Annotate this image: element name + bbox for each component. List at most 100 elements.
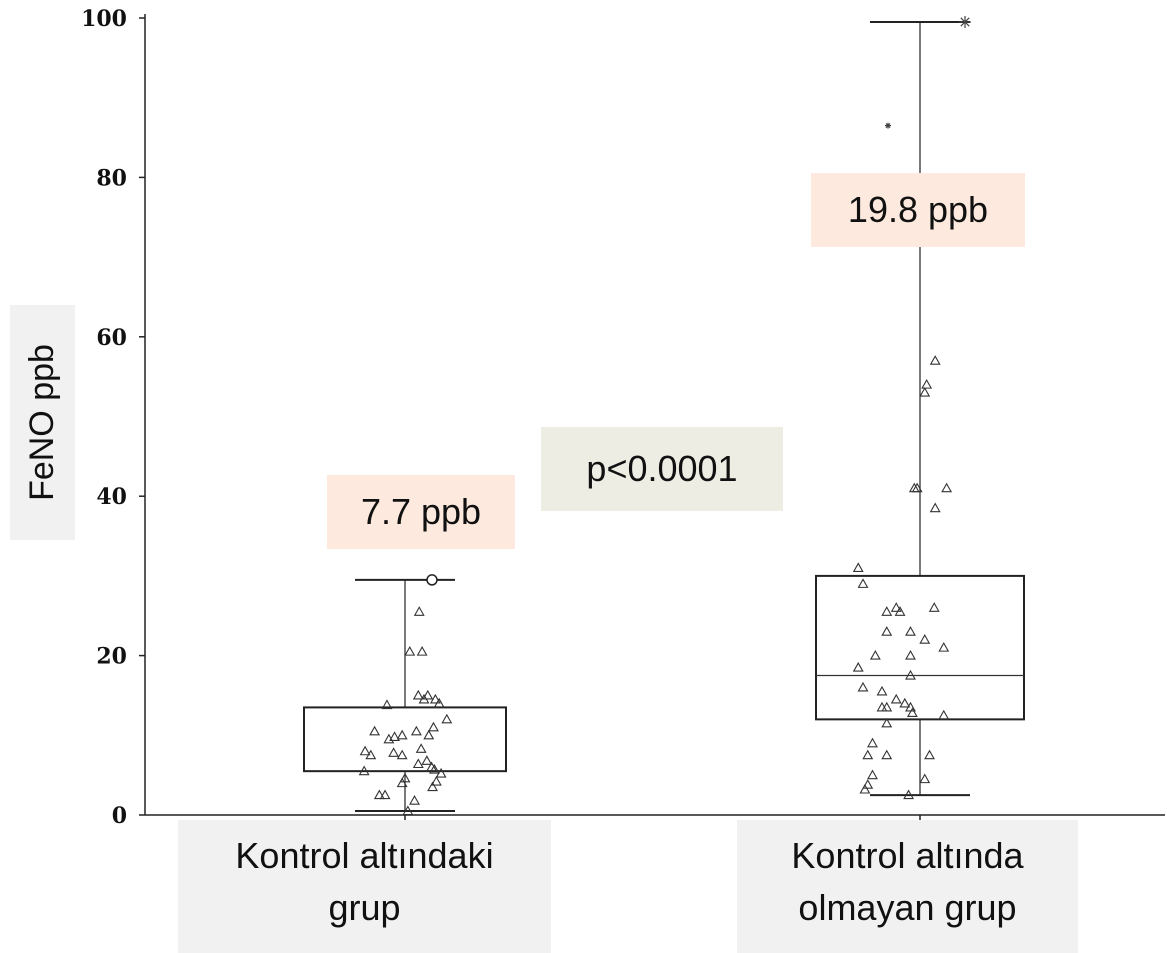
data-point-triangle (857, 578, 869, 588)
data-point-triangle (857, 681, 869, 692)
axes: 0 20 40 60 80 100 (81, 6, 1165, 829)
data-point-triangle (422, 689, 434, 700)
data-point-triangle (869, 649, 881, 660)
data-point-triangle (399, 772, 411, 783)
data-point-triangle (429, 763, 440, 774)
data-point-triangle (396, 777, 408, 788)
data-point-triangle (428, 721, 439, 732)
data-point-triangle (412, 758, 424, 769)
data-point-triangle (911, 482, 923, 493)
category-label-controlled: Kontrol altındaki grup (178, 820, 551, 953)
data-point-triangle (890, 602, 902, 612)
outlier-star (885, 122, 891, 129)
data-point-triangle (938, 709, 950, 720)
data-point-triangle (905, 649, 916, 660)
data-point-triangle (862, 779, 874, 789)
y-axis-label: FeNO ppb (10, 305, 75, 540)
data-point-triangle (852, 661, 864, 672)
data-point-triangle (921, 378, 933, 389)
data-point-triangle (379, 789, 391, 800)
data-point-triangle (919, 386, 931, 397)
category-label-line-1: Kontrol altında (791, 835, 1024, 876)
data-point-triangle (415, 743, 427, 753)
data-point-triangle (905, 626, 916, 636)
outlier-star-stroke (960, 17, 970, 27)
data-point-triangle (381, 699, 393, 710)
median-label-controlled: 7.7 ppb (327, 475, 515, 549)
data-point-triangle (899, 697, 911, 708)
y-tick-label: 40 (96, 484, 127, 510)
data-point-triangle (402, 805, 414, 816)
data-point-triangle (404, 645, 416, 656)
y-tick-label: 0 (112, 803, 127, 829)
data-point-triangle (427, 781, 438, 792)
y-axis-label-text: FeNO ppb (23, 344, 62, 501)
data-point-triangle (903, 789, 915, 800)
data-point-triangle (929, 355, 941, 365)
y-tick-label: 100 (81, 6, 127, 32)
outlier-star (959, 15, 971, 28)
data-point-triangle (890, 693, 902, 704)
data-point-triangle (929, 502, 941, 513)
median-label-uncontrolled: 19.8 ppb (811, 173, 1025, 247)
box-iqr (815, 574, 1025, 721)
data-point-triangle (433, 697, 445, 708)
data-point-triangle (358, 765, 370, 776)
data-point-triangle (876, 685, 888, 696)
category-label-uncontrolled: Kontrol altında olmayan grup (737, 820, 1078, 953)
data-points (358, 355, 953, 816)
data-point-triangle (928, 602, 940, 612)
data-point-triangle (410, 725, 422, 736)
data-point-triangle (429, 693, 441, 704)
data-point-triangle (862, 749, 874, 760)
data-point-triangle (867, 769, 878, 780)
p-value-annotation: p<0.0001 (541, 427, 783, 511)
box-iqr (303, 706, 507, 773)
data-point-triangle (389, 731, 400, 741)
data-point-triangle (859, 783, 871, 794)
data-point-triangle (881, 749, 893, 760)
data-point-triangle (906, 707, 918, 718)
y-tick-label: 80 (96, 165, 127, 191)
category-label-line-2: grup (328, 887, 401, 928)
data-point-triangle (409, 795, 420, 805)
data-point-triangle (413, 606, 425, 616)
data-point-triangle (941, 482, 953, 493)
outlier-circle (426, 574, 438, 586)
data-point-triangle (881, 606, 893, 616)
data-point-triangle (881, 626, 893, 636)
data-point-triangle (881, 717, 893, 728)
data-point-triangle (876, 701, 888, 712)
data-point-triangle (421, 755, 433, 765)
data-point-triangle (369, 725, 381, 736)
data-point-triangle (412, 689, 424, 700)
data-point-triangle (441, 713, 453, 724)
data-point-triangle (418, 693, 430, 704)
data-point-triangle (938, 642, 950, 652)
category-label-line-1: Kontrol altındaki (235, 835, 494, 876)
data-point-triangle (852, 562, 864, 572)
data-point-triangle (388, 747, 400, 757)
data-point-triangle (359, 745, 371, 756)
data-point-triangle (430, 775, 442, 786)
data-point-triangle (919, 634, 931, 644)
data-point-triangle (435, 767, 447, 778)
y-tick-label: 60 (96, 325, 127, 351)
data-point-triangle (396, 729, 408, 740)
data-point-triangle (881, 701, 893, 712)
data-point-triangle (373, 789, 385, 800)
data-point-triangle (924, 749, 935, 760)
data-point-triangle (396, 749, 408, 760)
data-point-triangle (423, 729, 435, 740)
data-point-triangle (383, 733, 395, 744)
data-point-triangle (905, 669, 916, 680)
data-point-triangle (365, 749, 377, 760)
data-point-triangle (416, 645, 428, 656)
data-point-triangle (919, 773, 931, 784)
y-tick-label: 20 (96, 644, 127, 670)
boxes (303, 15, 1025, 813)
data-point-triangle (867, 737, 878, 748)
outlier-star-stroke (885, 123, 891, 129)
data-point-triangle (894, 606, 906, 616)
